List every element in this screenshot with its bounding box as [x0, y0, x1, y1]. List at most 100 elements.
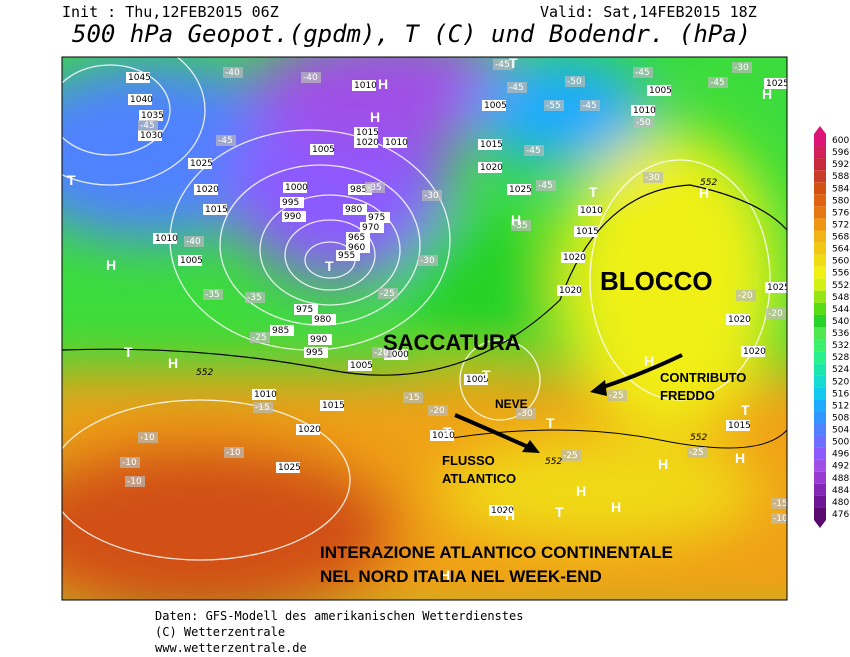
- colorbar-label: 488: [832, 474, 849, 484]
- temperature-label-box: [120, 457, 140, 468]
- isobar-label: 975: [296, 305, 313, 315]
- colorbar-label: 540: [832, 317, 849, 327]
- temperature-label-box: [561, 450, 581, 461]
- temperature-label: -10: [122, 458, 137, 468]
- colorbar-segment: [814, 242, 826, 255]
- colorbar-segment: [814, 495, 826, 508]
- isobar-label: 975: [368, 213, 385, 223]
- isobar-label: 1020: [491, 506, 514, 516]
- temperature-label: -45: [140, 121, 155, 131]
- isobar-label: 1010: [580, 206, 603, 216]
- temperature-label: -45: [218, 136, 233, 146]
- isobar-label: 980: [345, 205, 362, 215]
- map-title: 500 hPa Geopot.(gpdm), T (C) und Bodendr…: [72, 20, 751, 48]
- temperature-label-box: [378, 288, 398, 299]
- isobar-label-box: [430, 430, 454, 441]
- isobar-label: 1010: [432, 431, 455, 441]
- isobar-label-box: [578, 205, 602, 216]
- colorbar-label: 564: [832, 245, 849, 255]
- isobar-label: 1015: [356, 128, 379, 138]
- colorbar-label: 532: [832, 341, 849, 351]
- temperature-label-box: [184, 236, 204, 247]
- isobar-label: 995: [282, 198, 299, 208]
- colorbar-label: 580: [832, 196, 849, 206]
- isobar-label: 1005: [350, 361, 373, 371]
- temperature-label: -15: [255, 403, 270, 413]
- colorbar-label: 556: [832, 269, 849, 279]
- isobar-label: 1020: [196, 185, 219, 195]
- temperature-label: -35: [513, 221, 528, 231]
- colorbar-segment: [814, 254, 826, 267]
- temperature-label: -10: [226, 448, 241, 458]
- isobar-label: 1035: [141, 111, 164, 121]
- footer-line: Daten: GFS-Modell des amerikanischen Wet…: [155, 609, 523, 623]
- pressure-center: T: [482, 367, 491, 383]
- isobar-label-box: [354, 127, 378, 138]
- isobar-label: 1005: [649, 86, 672, 96]
- temperature-label: -15: [773, 499, 788, 509]
- colorbar-segment: [814, 363, 826, 376]
- pressure-center: H: [576, 483, 586, 499]
- pressure-center: T: [67, 172, 76, 188]
- colorbar-label: 552: [832, 281, 849, 291]
- isobar-label: 1020: [559, 286, 582, 296]
- colorbar-segment: [814, 423, 826, 436]
- temperature-label-box: [223, 67, 243, 78]
- isobar-label-box: [276, 462, 300, 473]
- isobar-label: 1040: [130, 95, 153, 105]
- isobar-label-box: [764, 78, 787, 89]
- colorbar-segment: [814, 314, 826, 327]
- colorbar-segment: [814, 206, 826, 219]
- temperature-label-box: [580, 100, 600, 111]
- temperature-label-box: [203, 289, 223, 300]
- annotation-saccatura: SACCATURA: [383, 330, 521, 355]
- temperature-label: -50: [567, 77, 582, 87]
- annotation-neve: NEVE: [495, 397, 528, 411]
- isobar-label-box: [464, 374, 488, 385]
- isobar-label-box: [320, 400, 344, 411]
- pressure-center: H: [106, 257, 116, 273]
- pressure-center: H: [762, 86, 772, 102]
- isobar-label-box: [354, 137, 378, 148]
- isobar-label: 1005: [466, 375, 489, 385]
- colorbar-label: 512: [832, 401, 849, 411]
- isobar-label: 985: [272, 326, 289, 336]
- colorbar-label: 544: [832, 305, 849, 315]
- footer-line: (C) Wetterzentrale: [155, 625, 285, 639]
- temperature-label-box: [633, 67, 653, 78]
- isobar-label: 1025: [509, 185, 532, 195]
- colorbar-label: 524: [832, 365, 849, 375]
- temperature-label: -25: [609, 391, 624, 401]
- colorbar-segment: [814, 327, 826, 340]
- pressure-center: H: [168, 355, 178, 371]
- colorbar-cap: [814, 125, 826, 134]
- temperature-label-box: [565, 76, 585, 87]
- isobar-label-box: [283, 182, 307, 193]
- isobar-label: 990: [284, 212, 301, 222]
- temperature-label-box: [253, 402, 273, 413]
- colorbar-label: 504: [832, 426, 849, 436]
- isobar-label-box: [726, 420, 750, 431]
- temperature-label-box: [138, 432, 158, 443]
- colorbar-label: 520: [832, 377, 849, 387]
- colorbar-label: 480: [832, 498, 849, 508]
- isobar-label-box: [128, 94, 152, 105]
- isobar-label-box: [138, 130, 162, 141]
- colorbar-label: 528: [832, 353, 849, 363]
- colorbar: 600 596 592 588 584 580 576 572 568 564 560 556 552 5…: [814, 125, 849, 529]
- temperature-label-box: [418, 255, 438, 266]
- map: 1045104010351030102510201015101010051000…: [62, 57, 788, 600]
- temperature-label-box: [736, 290, 756, 301]
- isobar-label: 985: [350, 185, 367, 195]
- pressure-center: H: [611, 499, 621, 515]
- isobar-label-box: [308, 334, 332, 345]
- temperature-label: -30: [645, 173, 660, 183]
- isobar-label-box: [280, 197, 304, 208]
- temperature-label: -35: [205, 290, 220, 300]
- isobar-label-box: [252, 389, 276, 400]
- temperature-label: -25: [380, 289, 395, 299]
- temperature-label-box: [125, 476, 145, 487]
- colorbar-segment: [814, 278, 826, 291]
- pressure-center: T: [741, 402, 750, 418]
- colorbar-label: 484: [832, 486, 849, 496]
